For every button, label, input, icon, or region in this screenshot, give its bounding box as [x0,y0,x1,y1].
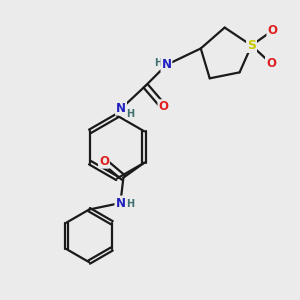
Text: O: O [158,100,168,113]
Text: O: O [99,155,109,168]
Text: H: H [126,109,134,118]
Text: N: N [116,102,126,115]
Text: S: S [247,39,256,52]
Text: O: O [266,57,276,70]
Text: H: H [126,200,134,209]
Text: N: N [161,58,171,71]
Text: N: N [116,196,125,209]
Text: O: O [267,24,278,37]
Text: H: H [154,58,162,68]
